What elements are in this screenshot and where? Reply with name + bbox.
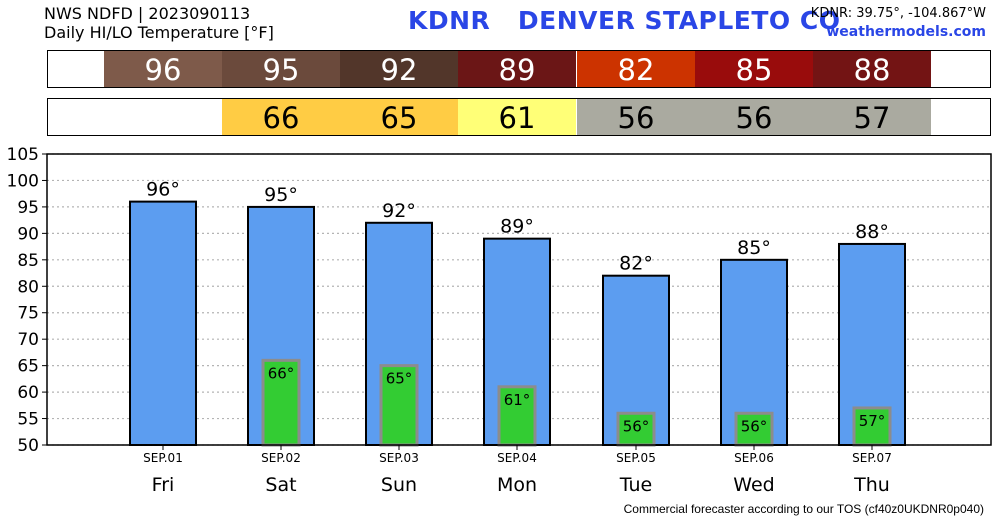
low-bar-label: 57°: [859, 412, 886, 430]
source-line: NWS NDFD | 2023090113: [44, 4, 251, 23]
low-bar-label: 61°: [504, 391, 531, 409]
x-date-label: SEP.01: [143, 451, 183, 465]
high_strip-cell: 95: [222, 51, 340, 87]
high_strip-cell: 85: [695, 51, 813, 87]
low_strip-cell: 61: [458, 99, 576, 135]
low_strip-cell: [104, 99, 222, 135]
temperature-chart: 50 55 60 65 70 75 80 85 90 95 100 105 96° SEP.01 Fri 95…: [7, 145, 992, 496]
high-bar-label: 95°: [264, 184, 298, 206]
low_strip-cell: 57: [813, 99, 931, 135]
x-date-label: SEP.06: [734, 451, 774, 465]
high-bar: [129, 200, 197, 446]
plot-frame: [46, 153, 992, 446]
chart-subtitle: Daily HI/LO Temperature [°F]: [44, 23, 274, 42]
y-tick-label: 50: [17, 436, 39, 456]
x-day-label: Tue: [619, 474, 652, 496]
x-date-label: SEP.02: [261, 451, 301, 465]
y-tick-label: 85: [17, 251, 39, 271]
station-coords: KDNR: 39.75°, -104.867°W: [810, 6, 986, 21]
y-tick-label: 60: [17, 383, 39, 403]
high-bar: [247, 205, 315, 446]
x-day-label: Sun: [381, 474, 417, 496]
x-date-label: SEP.03: [379, 451, 419, 465]
header-right: KDNR: 39.75°, -104.867°W weathermodels.c…: [811, 4, 986, 42]
low_strip-cell: 56: [695, 99, 813, 135]
footer-note: Commercial forecaster according to our T…: [623, 502, 984, 516]
low-temperature-strip: 66 65 61 56 56 57: [47, 98, 991, 136]
x-day-label: Fri: [152, 474, 175, 496]
y-tick-label: 100: [7, 171, 39, 191]
high-bar-label: 85°: [737, 237, 771, 259]
high-bar-label: 88°: [855, 221, 889, 243]
high-bar-label: 92°: [382, 200, 416, 222]
high-temperature-strip: 96 95 92 89 82 85 88: [47, 50, 991, 88]
low_strip-cell: 65: [340, 99, 458, 135]
low_strip-cell: 56: [577, 99, 695, 135]
y-tick-label: 80: [17, 277, 39, 297]
high_strip-cell: 92: [340, 51, 458, 87]
x-day-label: Thu: [853, 474, 890, 496]
x-date-label: SEP.07: [852, 451, 892, 465]
low-bar-label: 66°: [268, 364, 295, 382]
low-bar: [379, 364, 419, 447]
x-day-label: Wed: [733, 474, 774, 496]
high-bar-label: 96°: [146, 179, 180, 201]
header-left: NWS NDFD | 2023090113 Daily HI/LO Temper…: [44, 4, 274, 42]
y-tick-label: 90: [17, 224, 39, 244]
y-tick-label: 95: [17, 198, 39, 218]
x-day-label: Mon: [497, 474, 537, 496]
station-title: KDNR DENVER STAPLETO CO: [408, 6, 841, 35]
high_strip-cell: 89: [458, 51, 576, 87]
site-link[interactable]: weathermodels.com: [826, 24, 986, 40]
x-day-label: Sat: [265, 474, 296, 496]
y-tick-label: 55: [17, 410, 39, 430]
x-date-label: SEP.05: [616, 451, 656, 465]
y-tick-label: 70: [17, 330, 39, 350]
high_strip-cell: 88: [813, 51, 931, 87]
low-bar-label: 65°: [386, 370, 413, 388]
high_strip-cell: 96: [104, 51, 222, 87]
high_strip-cell: 82: [577, 51, 695, 87]
low-bar: [497, 385, 537, 447]
high-bar-label: 89°: [500, 216, 534, 238]
y-tick-label: 75: [17, 304, 39, 324]
low-bar-label: 56°: [741, 417, 768, 435]
high-bar-label: 82°: [619, 253, 653, 275]
x-date-label: SEP.04: [497, 451, 537, 465]
y-tick-label: 65: [17, 357, 39, 377]
y-tick-label: 105: [7, 145, 39, 165]
low_strip-cell: 66: [222, 99, 340, 135]
low-bar-label: 56°: [623, 417, 650, 435]
